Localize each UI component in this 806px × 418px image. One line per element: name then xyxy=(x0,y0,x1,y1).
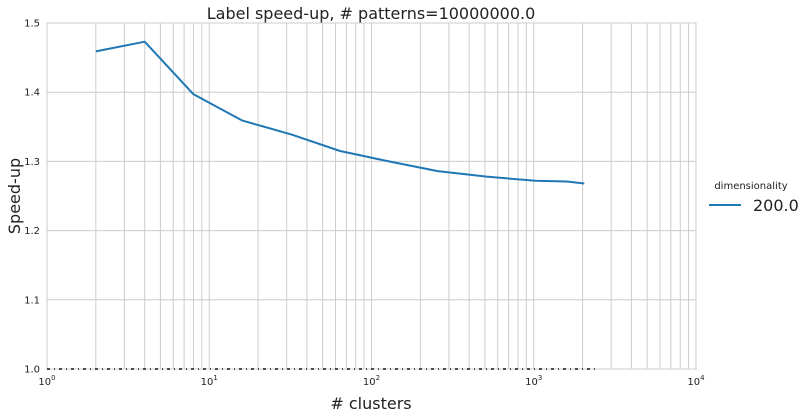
y-tick-label: 1.5 xyxy=(24,19,40,30)
y-tick-label: 1.1 xyxy=(24,295,40,306)
legend: dimensionality 200.0 xyxy=(709,181,799,215)
series-line-0 xyxy=(95,40,585,185)
y-tick-label: 1.2 xyxy=(24,226,40,237)
legend-title: dimensionality xyxy=(714,181,787,192)
y-axis-label: Speed-up xyxy=(5,158,24,234)
chart-title: Label speed-up, # patterns=10000000.0 xyxy=(207,4,536,23)
series-layer xyxy=(95,40,585,185)
x-tick-label: 101 xyxy=(201,374,218,388)
legend-label-200: 200.0 xyxy=(753,196,799,215)
x-tick-label: 104 xyxy=(687,374,705,388)
y-tick-label: 1.0 xyxy=(24,365,40,376)
y-tick-labels: 1.0 1.1 1.2 1.3 1.4 1.5 xyxy=(24,19,40,376)
x-tick-label: 100 xyxy=(38,374,55,388)
x-axis-label: # clusters xyxy=(330,394,411,413)
y-tick-label: 1.3 xyxy=(24,157,40,168)
x-tick-labels: 100 101 102 103 104 xyxy=(38,374,705,388)
x-tick-label: 102 xyxy=(363,374,380,388)
y-tick-label: 1.4 xyxy=(24,88,40,99)
x-tick-label: 103 xyxy=(525,374,542,388)
